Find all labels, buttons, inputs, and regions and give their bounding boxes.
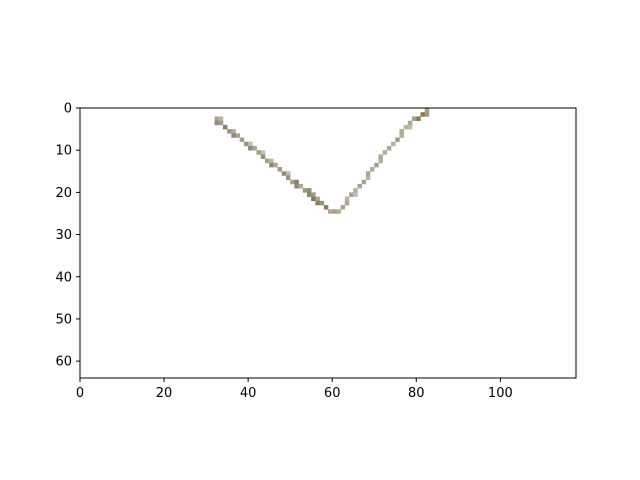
x-tick-label: 100 [488,386,513,401]
image-pixel [302,188,308,193]
image-pixel [227,129,232,134]
image-pixel [231,133,236,138]
image-pixel [395,137,400,143]
image-pixel [290,179,295,185]
image-pixel [285,171,291,176]
image-pixel [264,158,270,164]
image-pixel [218,120,224,126]
image-pixel [248,141,253,147]
image-pixel [386,145,392,151]
image-pixel [365,175,371,181]
image-pixel [214,116,220,121]
image-pixel [370,167,375,172]
image-pixel [344,196,350,202]
plot-frame [79,107,577,379]
image-pixel [306,188,312,193]
image-pixel [424,112,430,117]
image-pixel [407,124,413,130]
image-background [80,108,576,378]
image-pixel [294,183,299,189]
image-pixel [281,171,287,176]
image-pixel [332,209,337,214]
image-pixel [315,200,320,206]
image-pixel [349,192,354,197]
image-pixel [260,154,266,159]
image-pixel [311,192,316,197]
x-tick-label: 60 [324,386,341,401]
x-tick-label: 0 [76,386,84,401]
image-pixel [294,179,299,185]
y-tick-label: 0 [64,102,72,117]
image-pixel [214,120,220,126]
image-pixels [214,108,430,214]
image-pixel [256,150,262,155]
image-pixel [357,183,362,189]
image-pixel [315,196,320,202]
image-pixel [374,162,379,168]
x-tick-label: 40 [240,386,257,401]
image-pixel [399,129,404,134]
image-pixel [243,141,249,147]
y-tick-label: 50 [55,312,72,327]
y-tick-label: 20 [55,186,72,201]
image-pixel [273,162,278,168]
image-pixel [306,192,312,197]
image-pixel [235,133,241,138]
image-pixel [269,162,274,168]
image-pixel [353,188,358,193]
image-pixel [252,145,257,151]
axis-ticks: 0 20 40 60 80 100 0 10 20 30 40 50 60 [55,102,512,402]
x-tick-label: 80 [408,386,425,401]
image-pixel [336,209,341,214]
image-pixel [298,183,304,189]
image-pixel [382,150,388,155]
image-pixel [344,200,350,206]
image-pixel [424,108,430,113]
image-pixel [222,124,228,130]
image-pixel [412,116,417,121]
image-pixel [311,196,316,202]
y-tick-label: 40 [55,270,72,285]
image-pixel [378,158,383,164]
image-pixel [319,200,325,206]
image-pixel [328,209,333,214]
image-pixel [248,145,253,151]
image-pixel [416,116,421,121]
x-tick-label: 20 [156,386,173,401]
image-pixel [353,192,358,197]
image-pixel [403,124,409,130]
image-pixel [323,205,329,210]
image-pixel [407,120,413,126]
image-pixel [378,154,383,159]
image-pixel [399,133,404,138]
y-tick-label: 10 [55,144,72,159]
image-pixel [285,175,291,181]
image-pixel [269,158,274,164]
image-pixel [391,141,396,147]
image-pixel [420,112,425,117]
image-pixel [365,171,371,176]
image-pixel [239,137,245,143]
image-pixel [340,205,346,210]
image-pixel [361,179,367,185]
y-tick-label: 60 [55,355,72,370]
image-pixel [231,129,236,134]
image-pixel [260,150,266,155]
y-tick-label: 30 [55,228,72,243]
image-pixel [277,167,283,172]
image-pixel [218,116,224,121]
